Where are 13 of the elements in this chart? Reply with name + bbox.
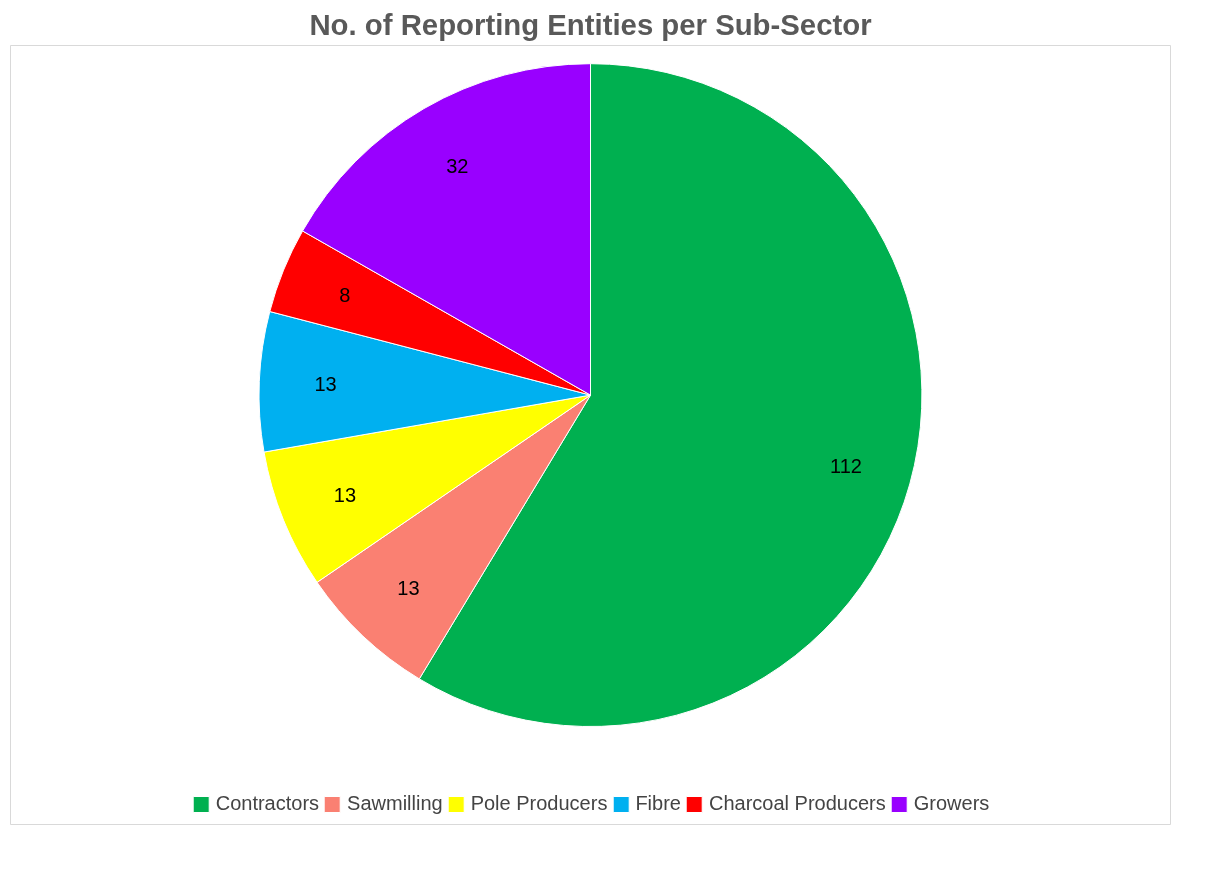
legend-label: Pole Producers <box>470 792 608 815</box>
legend-label: Growers <box>913 792 990 815</box>
data-label: 13 <box>333 483 357 506</box>
legend-label: Charcoal Producers <box>708 792 886 815</box>
chart-title: No. of Reporting Entities per Sub-Sector <box>309 7 872 41</box>
legend-label: Contractors <box>215 792 320 815</box>
legend-label: Sawmilling <box>347 792 443 815</box>
data-label: 13 <box>314 373 337 396</box>
data-label: 112 <box>830 455 862 478</box>
data-label: 32 <box>446 155 469 178</box>
legend-label: Fibre <box>635 792 681 815</box>
data-label: 8 <box>339 284 351 307</box>
data-label: 13 <box>397 576 420 599</box>
